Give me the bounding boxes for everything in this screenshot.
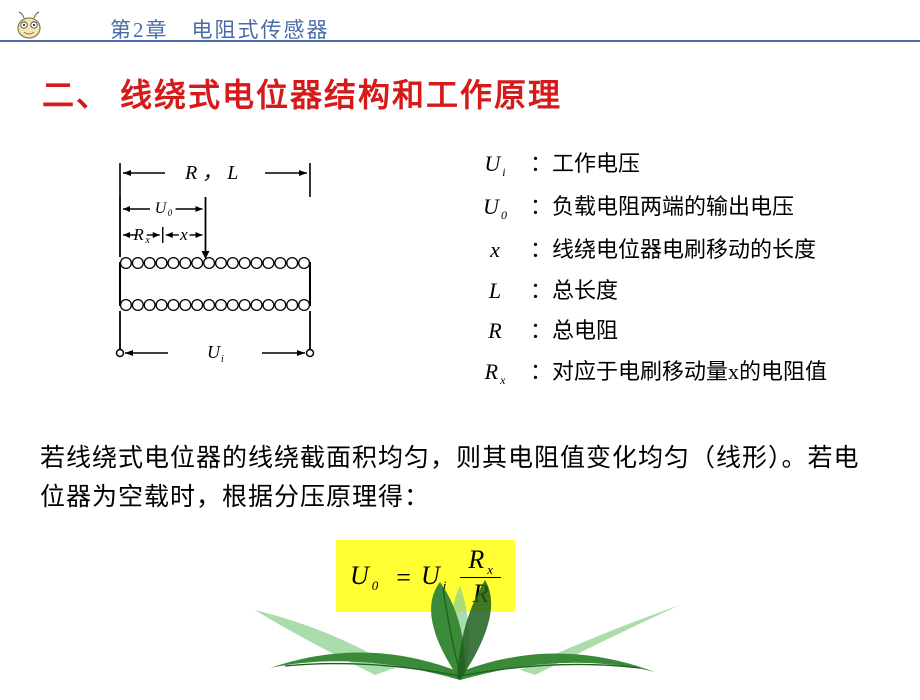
body-paragraph: 若线绕式电位器的线绕截面积均匀，则其电阻值变化均匀（线形）。若电位器为空载时，根… — [40, 440, 870, 518]
chapter-title: 第2章 电阻式传感器 — [110, 14, 330, 44]
svg-text:x: x — [144, 235, 150, 246]
chapter-header: 第2章 电阻式传感器 — [0, 8, 920, 42]
svg-text:0: 0 — [168, 208, 173, 218]
definition-symbol: Ui — [460, 150, 530, 181]
definition-symbol: Rx — [460, 358, 530, 389]
definition-text: ：线绕电位器电刷移动的长度 — [530, 236, 816, 265]
definition-symbol: U0 — [460, 193, 530, 224]
definition-text: ：工作电压 — [530, 150, 640, 179]
svg-text:R: R — [132, 225, 144, 244]
svg-text:U: U — [207, 342, 221, 362]
bug-icon — [12, 10, 46, 40]
definition-row: Rx：对应于电刷移动量x的电阻值 — [460, 358, 827, 389]
potentiometer-diagram: UiR ， LU0Rxx — [100, 155, 330, 385]
definition-symbol: L — [460, 277, 530, 306]
section-title: 二、 线绕式电位器结构和工作原理 — [42, 70, 562, 116]
leaves-decoration — [235, 580, 695, 700]
svg-text:R ， L: R ， L — [184, 162, 238, 184]
svg-text:x: x — [179, 225, 188, 244]
definitions-list: Ui：工作电压U0：负载电阻两端的输出电压x：线绕电位器电刷移动的长度L：总长度… — [460, 150, 827, 401]
definition-row: Ui：工作电压 — [460, 150, 827, 181]
definition-row: R：总电阻 — [460, 317, 827, 346]
definition-text: ：总电阻 — [530, 317, 618, 346]
definition-text: ：总长度 — [530, 277, 618, 306]
definition-text: ：负载电阻两端的输出电压 — [530, 193, 794, 222]
svg-text:i: i — [221, 354, 224, 365]
definition-row: L：总长度 — [460, 277, 827, 306]
definition-row: U0：负载电阻两端的输出电压 — [460, 193, 827, 224]
definition-symbol: x — [460, 236, 530, 265]
svg-text:U: U — [155, 200, 168, 217]
definition-text: ：对应于电刷移动量x的电阻值 — [530, 358, 827, 387]
definition-symbol: R — [460, 317, 530, 346]
definition-row: x：线绕电位器电刷移动的长度 — [460, 236, 827, 265]
